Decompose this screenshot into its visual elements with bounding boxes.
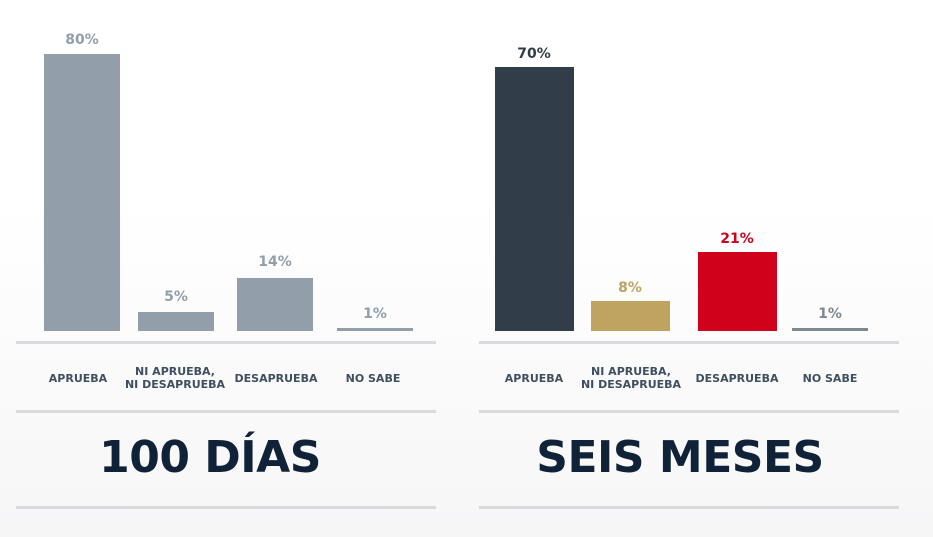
category-label: NI APRUEBA, NI DESAPRUEBA [124, 365, 226, 391]
chart-title: SEIS MESES [536, 432, 824, 483]
divider [479, 410, 899, 413]
category-label: NI APRUEBA, NI DESAPRUEBA [580, 365, 682, 391]
value-label: 21% [720, 231, 754, 247]
category-label: DESAPRUEBA [234, 372, 318, 385]
value-label: 1% [363, 306, 387, 322]
value-label: 80% [65, 32, 99, 48]
bar-ni-aprueba [138, 312, 214, 331]
divider [16, 410, 436, 413]
bar-desaprueba [237, 278, 313, 331]
category-label: NO SABE [802, 372, 858, 385]
value-label: 1% [818, 306, 842, 322]
category-label: APRUEBA [48, 372, 108, 385]
value-label: 70% [517, 46, 551, 62]
bar-ni-aprueba [591, 301, 670, 331]
bar-aprueba [495, 67, 574, 331]
category-label: DESAPRUEBA [695, 372, 779, 385]
category-label: NO SABE [345, 372, 401, 385]
value-label: 14% [258, 254, 292, 270]
divider [16, 506, 436, 509]
value-label: 8% [618, 280, 642, 296]
chart-title: 100 DÍAS [99, 432, 321, 483]
value-label: 5% [164, 289, 188, 305]
bar-no-sabe [792, 328, 868, 331]
bar-aprueba [44, 54, 120, 331]
bar-desaprueba [698, 252, 777, 331]
category-label: APRUEBA [504, 372, 564, 385]
bar-no-sabe [337, 328, 413, 331]
divider [16, 341, 436, 344]
divider [479, 341, 899, 344]
divider [479, 506, 899, 509]
